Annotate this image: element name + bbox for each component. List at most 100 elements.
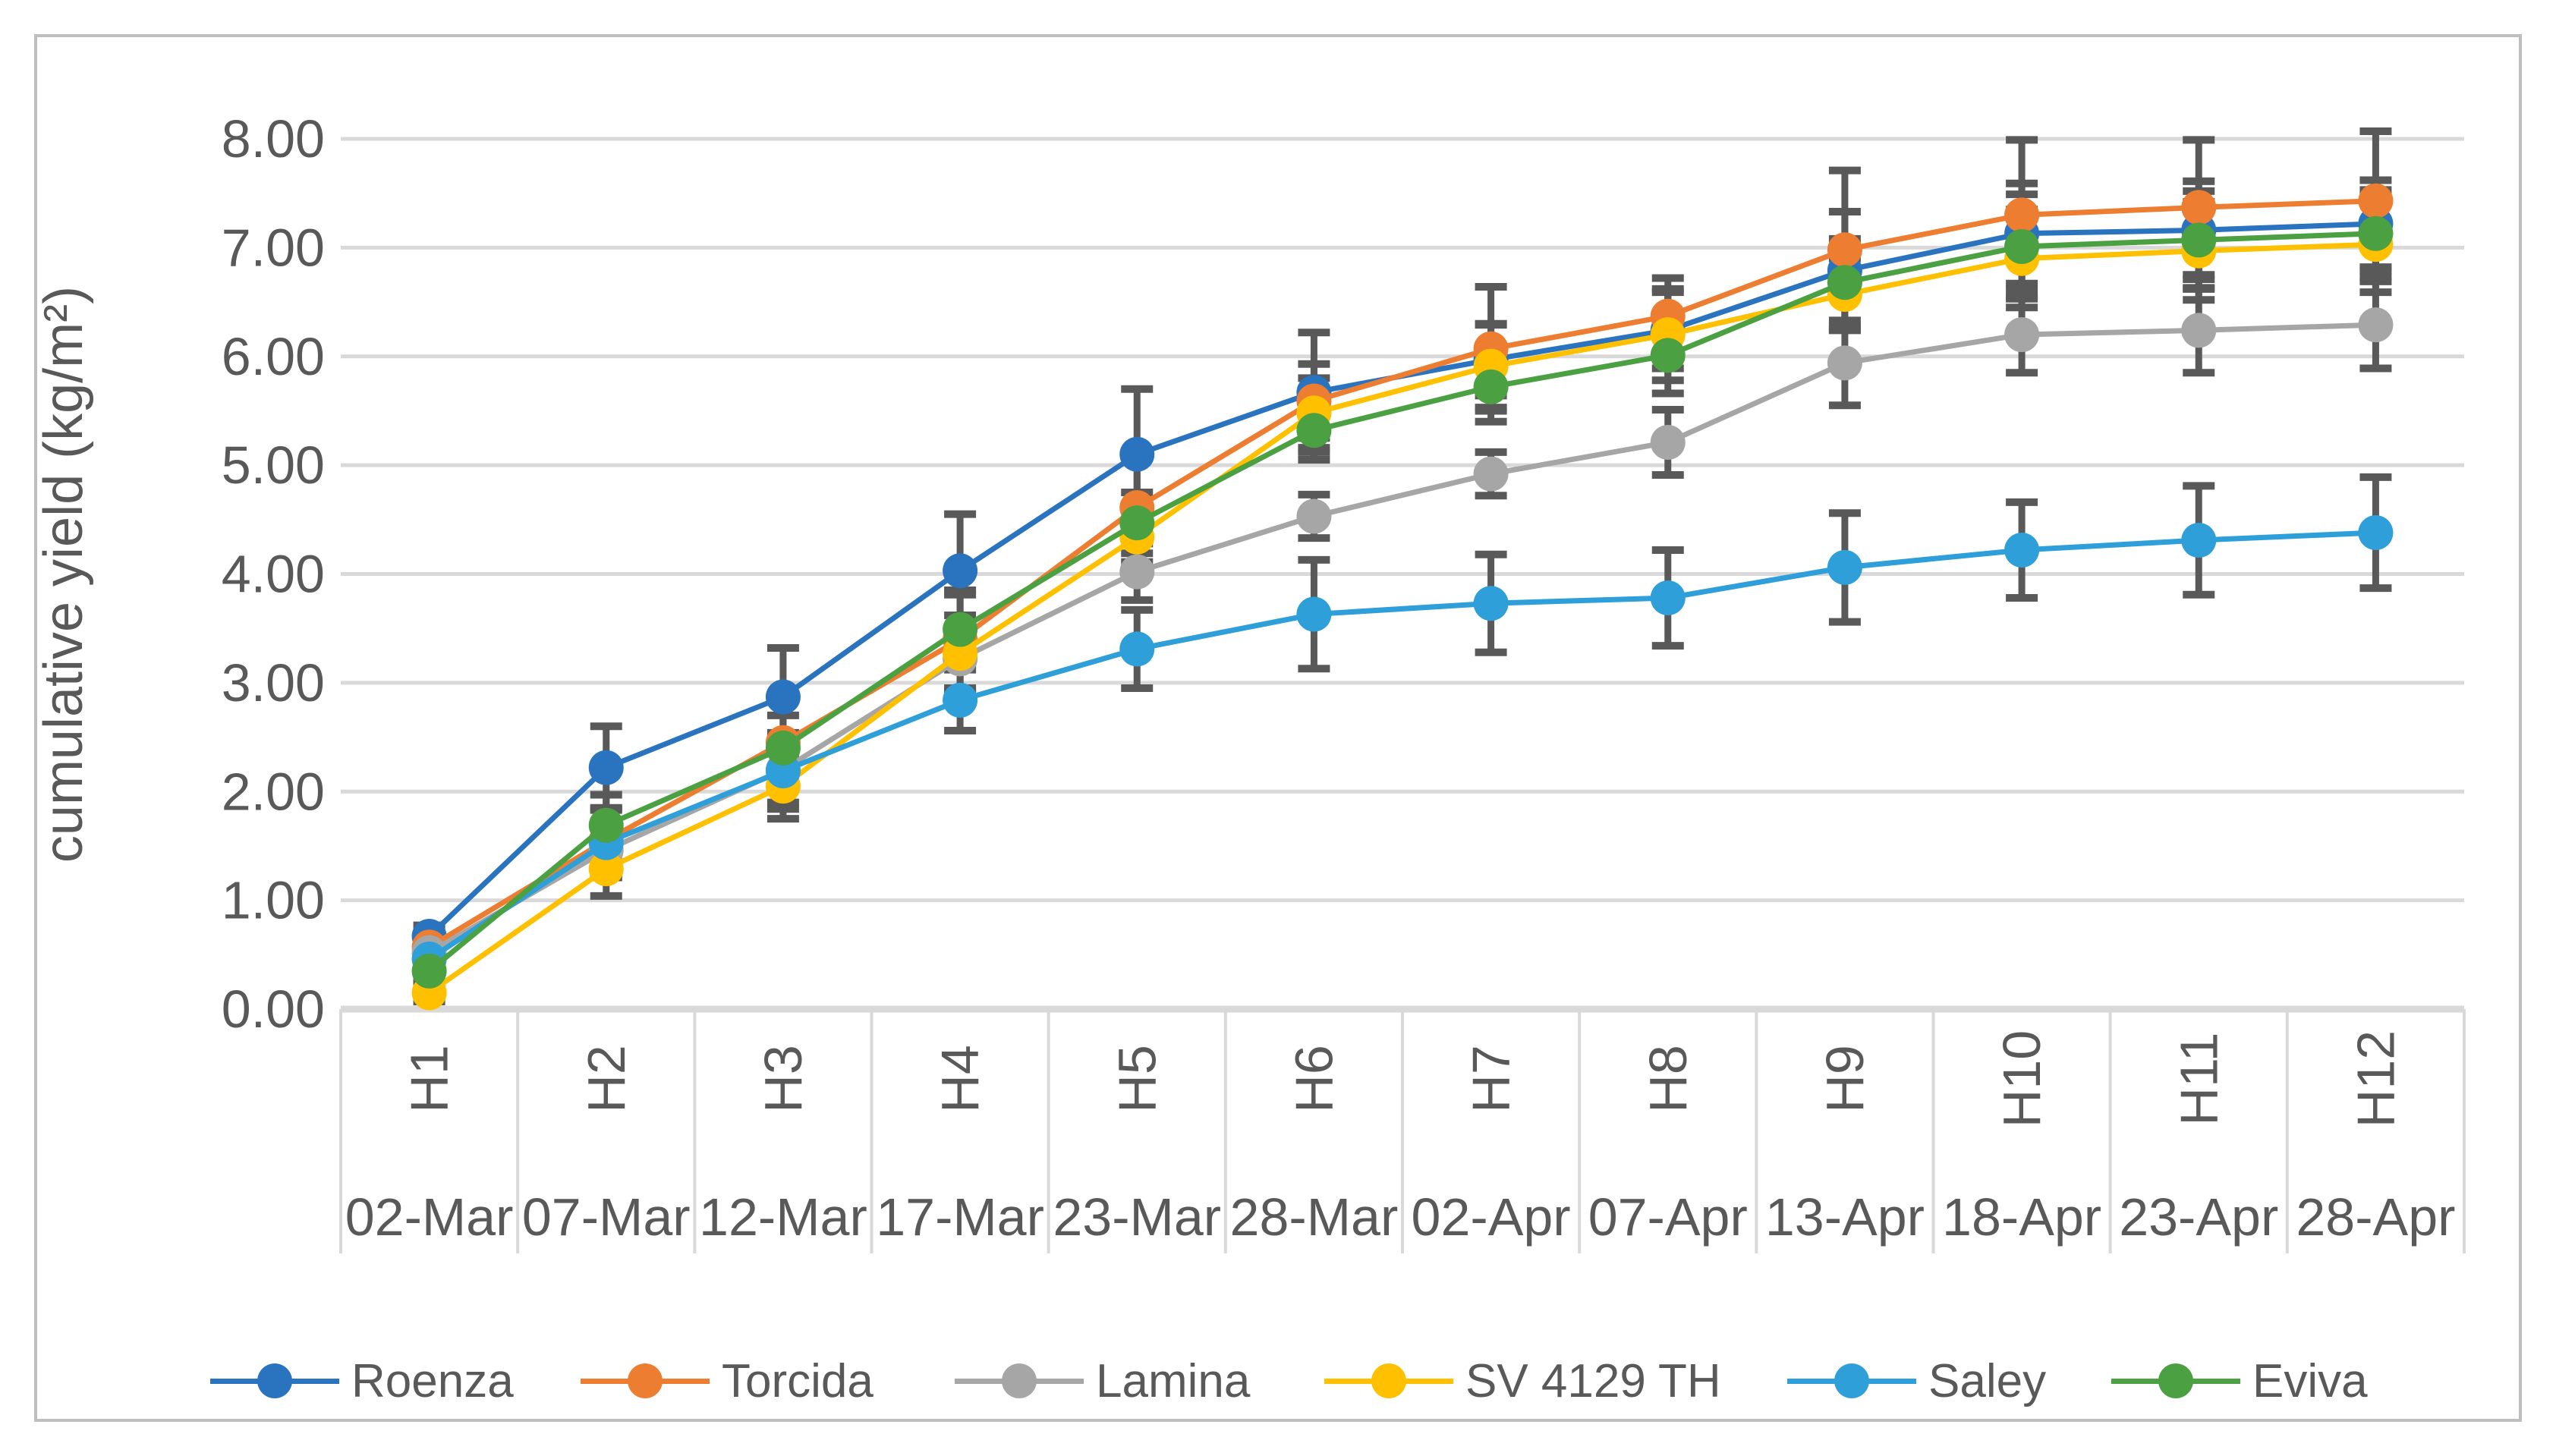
- data-point-eviva: [1827, 265, 1862, 300]
- data-point-lamina: [1827, 345, 1862, 381]
- data-point-eviva: [2004, 228, 2040, 264]
- data-point-eviva: [1296, 413, 1332, 448]
- data-point-eviva: [765, 730, 801, 766]
- data-point-lamina: [2358, 307, 2394, 343]
- data-point-saley: [1296, 596, 1332, 632]
- x-harvest-label: H6: [1284, 1045, 1343, 1112]
- data-point-eviva: [2358, 215, 2394, 251]
- y-tick-label: 3.00: [222, 653, 325, 712]
- x-harvest-label: H5: [1107, 1045, 1166, 1112]
- legend-item-saley: Saley: [1787, 1347, 2046, 1415]
- x-date-label: 23-Apr: [2119, 1187, 2278, 1247]
- x-harvest-label: H2: [577, 1045, 636, 1112]
- y-tick-label: 6.00: [222, 327, 325, 386]
- y-axis-tick-labels: 0.00 1.00 2.00 3.00 4.00 5.00 6.00 7.00 8.00: [222, 109, 325, 1039]
- series-line-eviva: [427, 231, 2376, 973]
- data-point-lamina: [2181, 313, 2217, 348]
- legend-item-roenza: Roenza: [210, 1347, 514, 1415]
- legend-marker-lamina: [955, 1347, 1084, 1415]
- data-point-saley: [1650, 580, 1686, 616]
- x-date-label: 12-Mar: [699, 1187, 867, 1247]
- legend-label: Eviva: [2252, 1354, 2368, 1407]
- x-harvest-label: H11: [2169, 1032, 2228, 1125]
- legend-dot-icon: [1002, 1363, 1037, 1398]
- data-point-eviva: [1650, 338, 1686, 373]
- data-point-roenza: [588, 750, 624, 785]
- data-point-eviva: [1473, 369, 1509, 404]
- data-point-saley: [1827, 549, 1862, 585]
- legend-marker-torcida: [581, 1347, 710, 1415]
- y-tick-label: 7.00: [222, 218, 325, 277]
- legend-dot-icon: [1834, 1363, 1869, 1398]
- legend-label: Roenza: [351, 1354, 514, 1407]
- data-point-torcida: [2181, 190, 2217, 225]
- data-point-eviva: [411, 953, 447, 989]
- legend-dot-icon: [257, 1363, 292, 1398]
- series-line-sv-4129-th: [427, 241, 2376, 995]
- data-point-eviva: [1119, 505, 1155, 541]
- category-axis-bands: [339, 1009, 2466, 1253]
- x-date-label: 02-Apr: [1412, 1187, 1571, 1247]
- x-harvest-label: H4: [930, 1045, 990, 1112]
- data-point-eviva: [943, 612, 978, 647]
- x-date-label: 28-Apr: [2296, 1187, 2455, 1247]
- legend-label: Saley: [1928, 1354, 2047, 1407]
- data-point-roenza: [1119, 436, 1155, 472]
- x-date-label: 23-Mar: [1053, 1187, 1221, 1247]
- x-date-label: 07-Mar: [522, 1187, 691, 1247]
- legend-marker-roenza: [210, 1347, 339, 1415]
- legend-label: Lamina: [1096, 1354, 1251, 1407]
- legend-item-torcida: Torcida: [581, 1347, 874, 1415]
- data-point-lamina: [1473, 456, 1509, 492]
- x-harvest-label: H1: [400, 1045, 459, 1112]
- x-date-label: 13-Apr: [1765, 1187, 1925, 1247]
- figure-border: [34, 34, 2522, 1422]
- x-harvest-label: H8: [1638, 1045, 1698, 1112]
- data-point-saley: [2004, 532, 2040, 568]
- data-point-saley: [2181, 523, 2217, 558]
- legend-marker-saley: [1787, 1347, 1916, 1415]
- x-harvest-label: H10: [1992, 1030, 2051, 1127]
- data-point-saley: [1473, 586, 1509, 621]
- x-date-label: 28-Mar: [1230, 1187, 1399, 1247]
- data-point-sv-4129-th: [943, 636, 978, 671]
- y-tick-label: 2.00: [222, 762, 325, 821]
- data-point-lamina: [1650, 425, 1686, 461]
- legend-dot-icon: [2158, 1363, 2193, 1398]
- legend: Roenza Torcida Lamina SV 4129 TH Saley Eviva: [0, 1347, 2556, 1415]
- data-point-lamina: [1119, 554, 1155, 590]
- x-date-label: 02-Mar: [345, 1187, 514, 1247]
- data-point-lamina: [1296, 498, 1332, 534]
- legend-item-lamina: Lamina: [955, 1347, 1250, 1415]
- legend-dot-icon: [628, 1363, 663, 1398]
- data-point-eviva: [588, 807, 624, 843]
- legend-marker-sv-4129-th: [1324, 1347, 1453, 1415]
- data-point-torcida: [1827, 232, 1862, 268]
- x-harvest-label: H3: [754, 1045, 813, 1112]
- legend-item-sv-4129-th: SV 4129 TH: [1324, 1347, 1721, 1415]
- x-date-label: 18-Apr: [1942, 1187, 2101, 1247]
- data-series: [411, 183, 2394, 1011]
- data-point-saley: [2358, 515, 2394, 551]
- series-line-saley: [427, 530, 2376, 961]
- x-date-label: 07-Apr: [1588, 1187, 1748, 1247]
- x-axis-labels: H1 02-Mar H2 07-Mar H3 12-Mar H4 17-Mar H5 23-Mar…: [345, 1030, 2456, 1247]
- data-point-torcida: [2004, 197, 2040, 233]
- data-point-saley: [1119, 631, 1155, 667]
- data-point-sv-4129-th: [588, 851, 624, 887]
- x-date-label: 17-Mar: [876, 1187, 1044, 1247]
- y-tick-label: 0.00: [222, 980, 325, 1039]
- legend-label: SV 4129 TH: [1465, 1354, 1721, 1407]
- data-point-torcida: [2358, 183, 2394, 219]
- x-harvest-label: H9: [1815, 1045, 1875, 1112]
- legend-item-eviva: Eviva: [2111, 1347, 2368, 1415]
- legend-marker-eviva: [2111, 1347, 2240, 1415]
- x-harvest-label: H12: [2346, 1030, 2405, 1127]
- y-axis-title: cumulative yield (kg/m²): [33, 286, 94, 863]
- data-point-saley: [943, 682, 978, 718]
- y-tick-label: 4.00: [222, 545, 325, 604]
- legend-dot-icon: [1371, 1363, 1406, 1398]
- data-point-roenza: [765, 679, 801, 715]
- y-tick-label: 5.00: [222, 436, 325, 495]
